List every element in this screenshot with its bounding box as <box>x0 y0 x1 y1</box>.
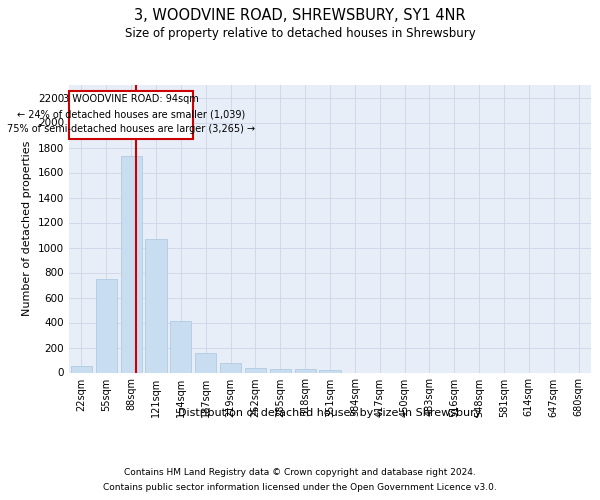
Bar <box>319 370 341 372</box>
Text: Size of property relative to detached houses in Shrewsbury: Size of property relative to detached ho… <box>125 28 475 40</box>
Bar <box>170 320 191 372</box>
Text: 3 WOODVINE ROAD: 94sqm: 3 WOODVINE ROAD: 94sqm <box>63 94 199 104</box>
Bar <box>195 353 216 372</box>
Bar <box>71 366 92 372</box>
Text: Distribution of detached houses by size in Shrewsbury: Distribution of detached houses by size … <box>178 408 482 418</box>
Text: ← 24% of detached houses are smaller (1,039): ← 24% of detached houses are smaller (1,… <box>17 110 245 120</box>
Text: Contains public sector information licensed under the Open Government Licence v3: Contains public sector information licen… <box>103 483 497 492</box>
Y-axis label: Number of detached properties: Number of detached properties <box>22 141 32 316</box>
Bar <box>220 362 241 372</box>
FancyBboxPatch shape <box>69 91 193 138</box>
Bar <box>295 370 316 372</box>
Bar <box>96 279 117 372</box>
Text: 75% of semi-detached houses are larger (3,265) →: 75% of semi-detached houses are larger (… <box>7 124 255 134</box>
Text: Contains HM Land Registry data © Crown copyright and database right 2024.: Contains HM Land Registry data © Crown c… <box>124 468 476 477</box>
Bar <box>245 368 266 372</box>
Bar <box>121 156 142 372</box>
Bar <box>145 239 167 372</box>
Bar <box>270 369 291 372</box>
Text: 3, WOODVINE ROAD, SHREWSBURY, SY1 4NR: 3, WOODVINE ROAD, SHREWSBURY, SY1 4NR <box>134 8 466 22</box>
